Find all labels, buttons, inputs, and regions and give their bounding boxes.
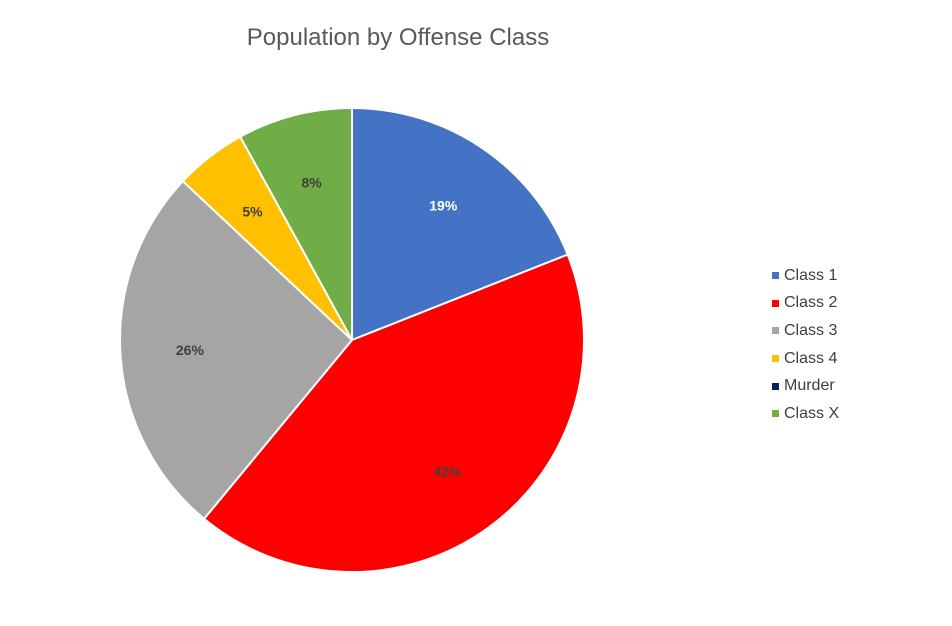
legend-swatch-class-2 xyxy=(772,299,779,307)
legend: Class 1 Class 2 Class 3 Class 4 Murder Class … xyxy=(772,262,839,428)
data-label-class-2: 42% xyxy=(433,463,462,479)
legend-swatch-class-1 xyxy=(772,272,779,280)
legend-item-murder: Murder xyxy=(772,372,839,400)
legend-swatch-murder xyxy=(772,382,779,390)
legend-swatch-class-4 xyxy=(772,355,779,363)
legend-item-class-2: Class 2 xyxy=(772,290,839,318)
pie-slice-class-2 xyxy=(202,253,585,573)
legend-label-class-4: Class 4 xyxy=(784,349,838,367)
legend-item-class-x: Class X xyxy=(772,400,839,428)
legend-label-murder: Murder xyxy=(784,377,835,395)
pie-slice-class-3 xyxy=(119,179,354,521)
legend-label-class-3: Class 3 xyxy=(784,321,838,339)
legend-label-class-x: Class X xyxy=(784,404,840,422)
pie-slices xyxy=(119,106,585,573)
legend-item-class-3: Class 3 xyxy=(772,317,839,345)
pie-data-labels: 19% 42% 26% 5% 8% xyxy=(176,175,462,480)
legend-item-class-1: Class 1 xyxy=(772,262,839,290)
data-label-class-x: 8% xyxy=(301,175,322,191)
pie-slice-class-x xyxy=(238,106,353,341)
pie-slice-class-1 xyxy=(351,106,570,342)
data-label-class-1: 19% xyxy=(429,198,458,214)
data-label-class-3: 26% xyxy=(176,342,205,358)
legend-swatch-class-x xyxy=(772,410,779,418)
legend-swatch-class-3 xyxy=(772,327,779,335)
legend-label-class-1: Class 1 xyxy=(784,266,838,284)
data-label-class-4: 5% xyxy=(242,204,263,220)
legend-item-class-4: Class 4 xyxy=(772,345,839,373)
legend-label-class-2: Class 2 xyxy=(784,294,838,312)
chart-title: Population by Offense Class xyxy=(246,24,550,51)
